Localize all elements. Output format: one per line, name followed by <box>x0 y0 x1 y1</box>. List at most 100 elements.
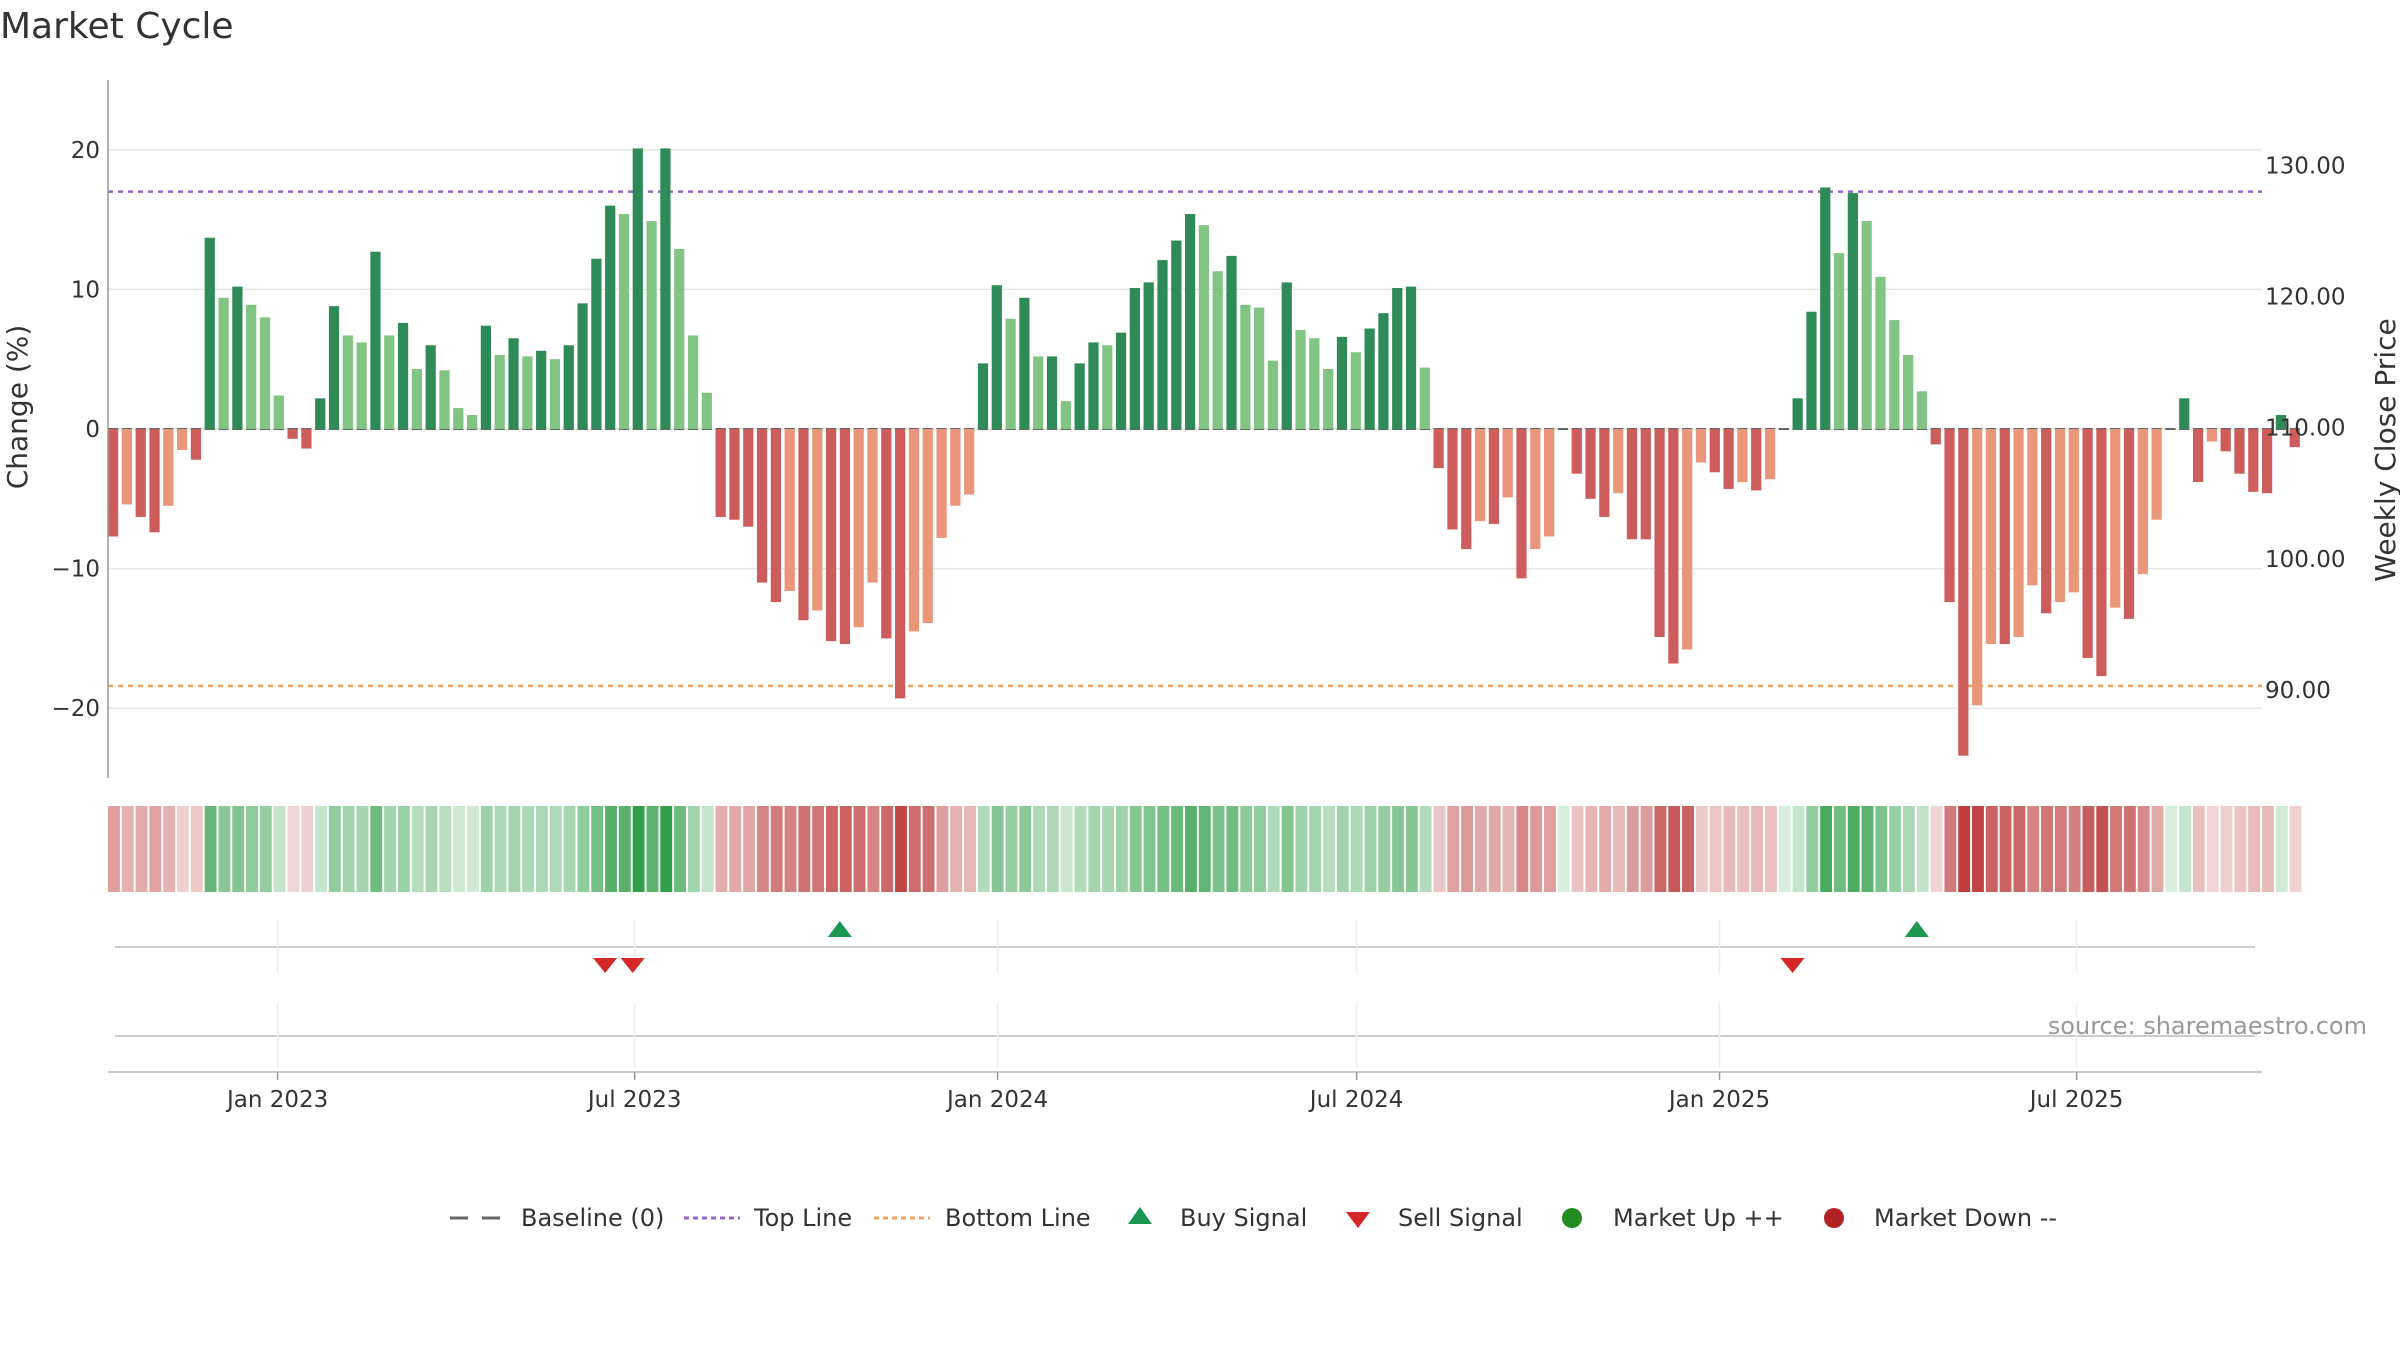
bar <box>2262 429 2273 494</box>
heat-cell <box>826 806 838 892</box>
bar <box>1723 429 1734 490</box>
heat-cell <box>2275 806 2288 892</box>
heat-cell <box>315 806 327 892</box>
bar <box>2110 429 2121 608</box>
heat-cell <box>1875 806 1888 892</box>
bar <box>2220 429 2231 452</box>
heat-cell <box>1392 806 1404 892</box>
bar <box>743 429 754 527</box>
heat-cell <box>1585 806 1598 892</box>
heat-cell <box>1350 806 1363 892</box>
bar <box>563 345 574 429</box>
heat-cell <box>549 806 562 892</box>
bar <box>1185 214 1196 429</box>
heat-cell <box>2054 806 2067 892</box>
bar <box>2248 429 2259 492</box>
legend-label: Top Line <box>753 1204 852 1232</box>
heat-cell <box>2206 806 2219 892</box>
heat-cell <box>1613 806 1625 892</box>
heat-cell <box>908 806 921 892</box>
heat-cell <box>1640 806 1653 892</box>
heat-cell <box>1751 806 1763 892</box>
bar-series <box>108 148 2300 756</box>
heat-cell <box>922 806 935 892</box>
heat-cell <box>1060 806 1073 892</box>
bar <box>2179 398 2190 429</box>
y-tick-label: −10 <box>51 557 100 583</box>
y2-tick-label: 100.00 <box>2265 547 2345 573</box>
bar <box>121 429 133 505</box>
heat-cell <box>342 806 355 892</box>
bar <box>1599 429 1610 517</box>
bar <box>1005 318 1016 429</box>
bar <box>2068 429 2079 593</box>
bar <box>2151 429 2162 520</box>
bar <box>342 335 353 429</box>
heat-cell <box>1985 806 1998 892</box>
bar <box>384 335 395 429</box>
heat-cell <box>1405 806 1418 892</box>
heat-cell <box>232 806 245 892</box>
heat-cell <box>618 806 631 892</box>
heat-cell <box>1695 806 1708 892</box>
bar <box>232 286 243 429</box>
heat-cell <box>812 806 825 892</box>
heat-cell <box>715 806 728 892</box>
bar <box>756 429 768 583</box>
bar <box>2027 429 2038 586</box>
heat-cell <box>2082 806 2095 892</box>
legend-label: Market Down -- <box>1874 1204 2057 1232</box>
sell-signal-marker <box>593 958 618 973</box>
heat-cell <box>591 806 604 892</box>
bar <box>660 148 671 430</box>
bar <box>2289 429 2300 448</box>
heat-cell <box>1709 806 1722 892</box>
heat-cell <box>522 806 535 892</box>
heat-cell <box>1916 806 1929 892</box>
bar <box>1074 363 1085 429</box>
heat-cell <box>480 806 493 892</box>
heat-cell <box>1088 806 1101 892</box>
heat-cell <box>370 806 383 892</box>
heat-cell <box>121 806 134 892</box>
axes: 20 10 0 −10 −20 130.00 120.00 110.00 100.00 90.00 <box>51 80 2345 778</box>
y2-axis-title: Weekly Close Price <box>2369 318 2400 581</box>
heat-cell <box>881 806 894 892</box>
heat-cell <box>384 806 397 892</box>
bar <box>190 429 202 460</box>
bar <box>1019 297 1030 429</box>
bar <box>1405 286 1417 429</box>
x-tick-label: Jul 2024 <box>1308 1087 1404 1113</box>
heat-cell <box>1889 806 1902 892</box>
bar <box>287 429 298 439</box>
bar <box>1364 328 1375 429</box>
heat-cell <box>1474 806 1487 892</box>
bar <box>328 306 340 429</box>
heat-cell <box>1571 806 1584 892</box>
heat-cell <box>1419 806 1432 892</box>
heat-cell <box>425 806 438 892</box>
heat-cell <box>190 806 203 892</box>
heat-cell <box>1267 806 1280 892</box>
bar <box>881 429 892 639</box>
heat-cell <box>177 806 189 892</box>
bar <box>2275 415 2287 429</box>
bar <box>1060 401 1071 429</box>
legend-swatch-sell <box>1346 1212 1370 1228</box>
bar <box>1640 429 1651 540</box>
heat-cell <box>977 806 990 892</box>
bar <box>1530 429 1541 550</box>
heat-cell <box>853 806 866 892</box>
bar <box>177 429 188 450</box>
bar <box>687 335 699 429</box>
y2-tick-label: 120.00 <box>2265 284 2345 310</box>
bar <box>1378 313 1389 429</box>
y-axis-title: Change (%) <box>1 325 34 490</box>
heat-cell <box>867 806 880 892</box>
heat-cell <box>328 806 341 892</box>
heat-cell <box>2248 806 2261 892</box>
bar <box>1046 356 1058 429</box>
x-tick-label: Jan 2023 <box>225 1087 328 1113</box>
bar <box>1654 429 1665 638</box>
bar <box>798 429 809 621</box>
